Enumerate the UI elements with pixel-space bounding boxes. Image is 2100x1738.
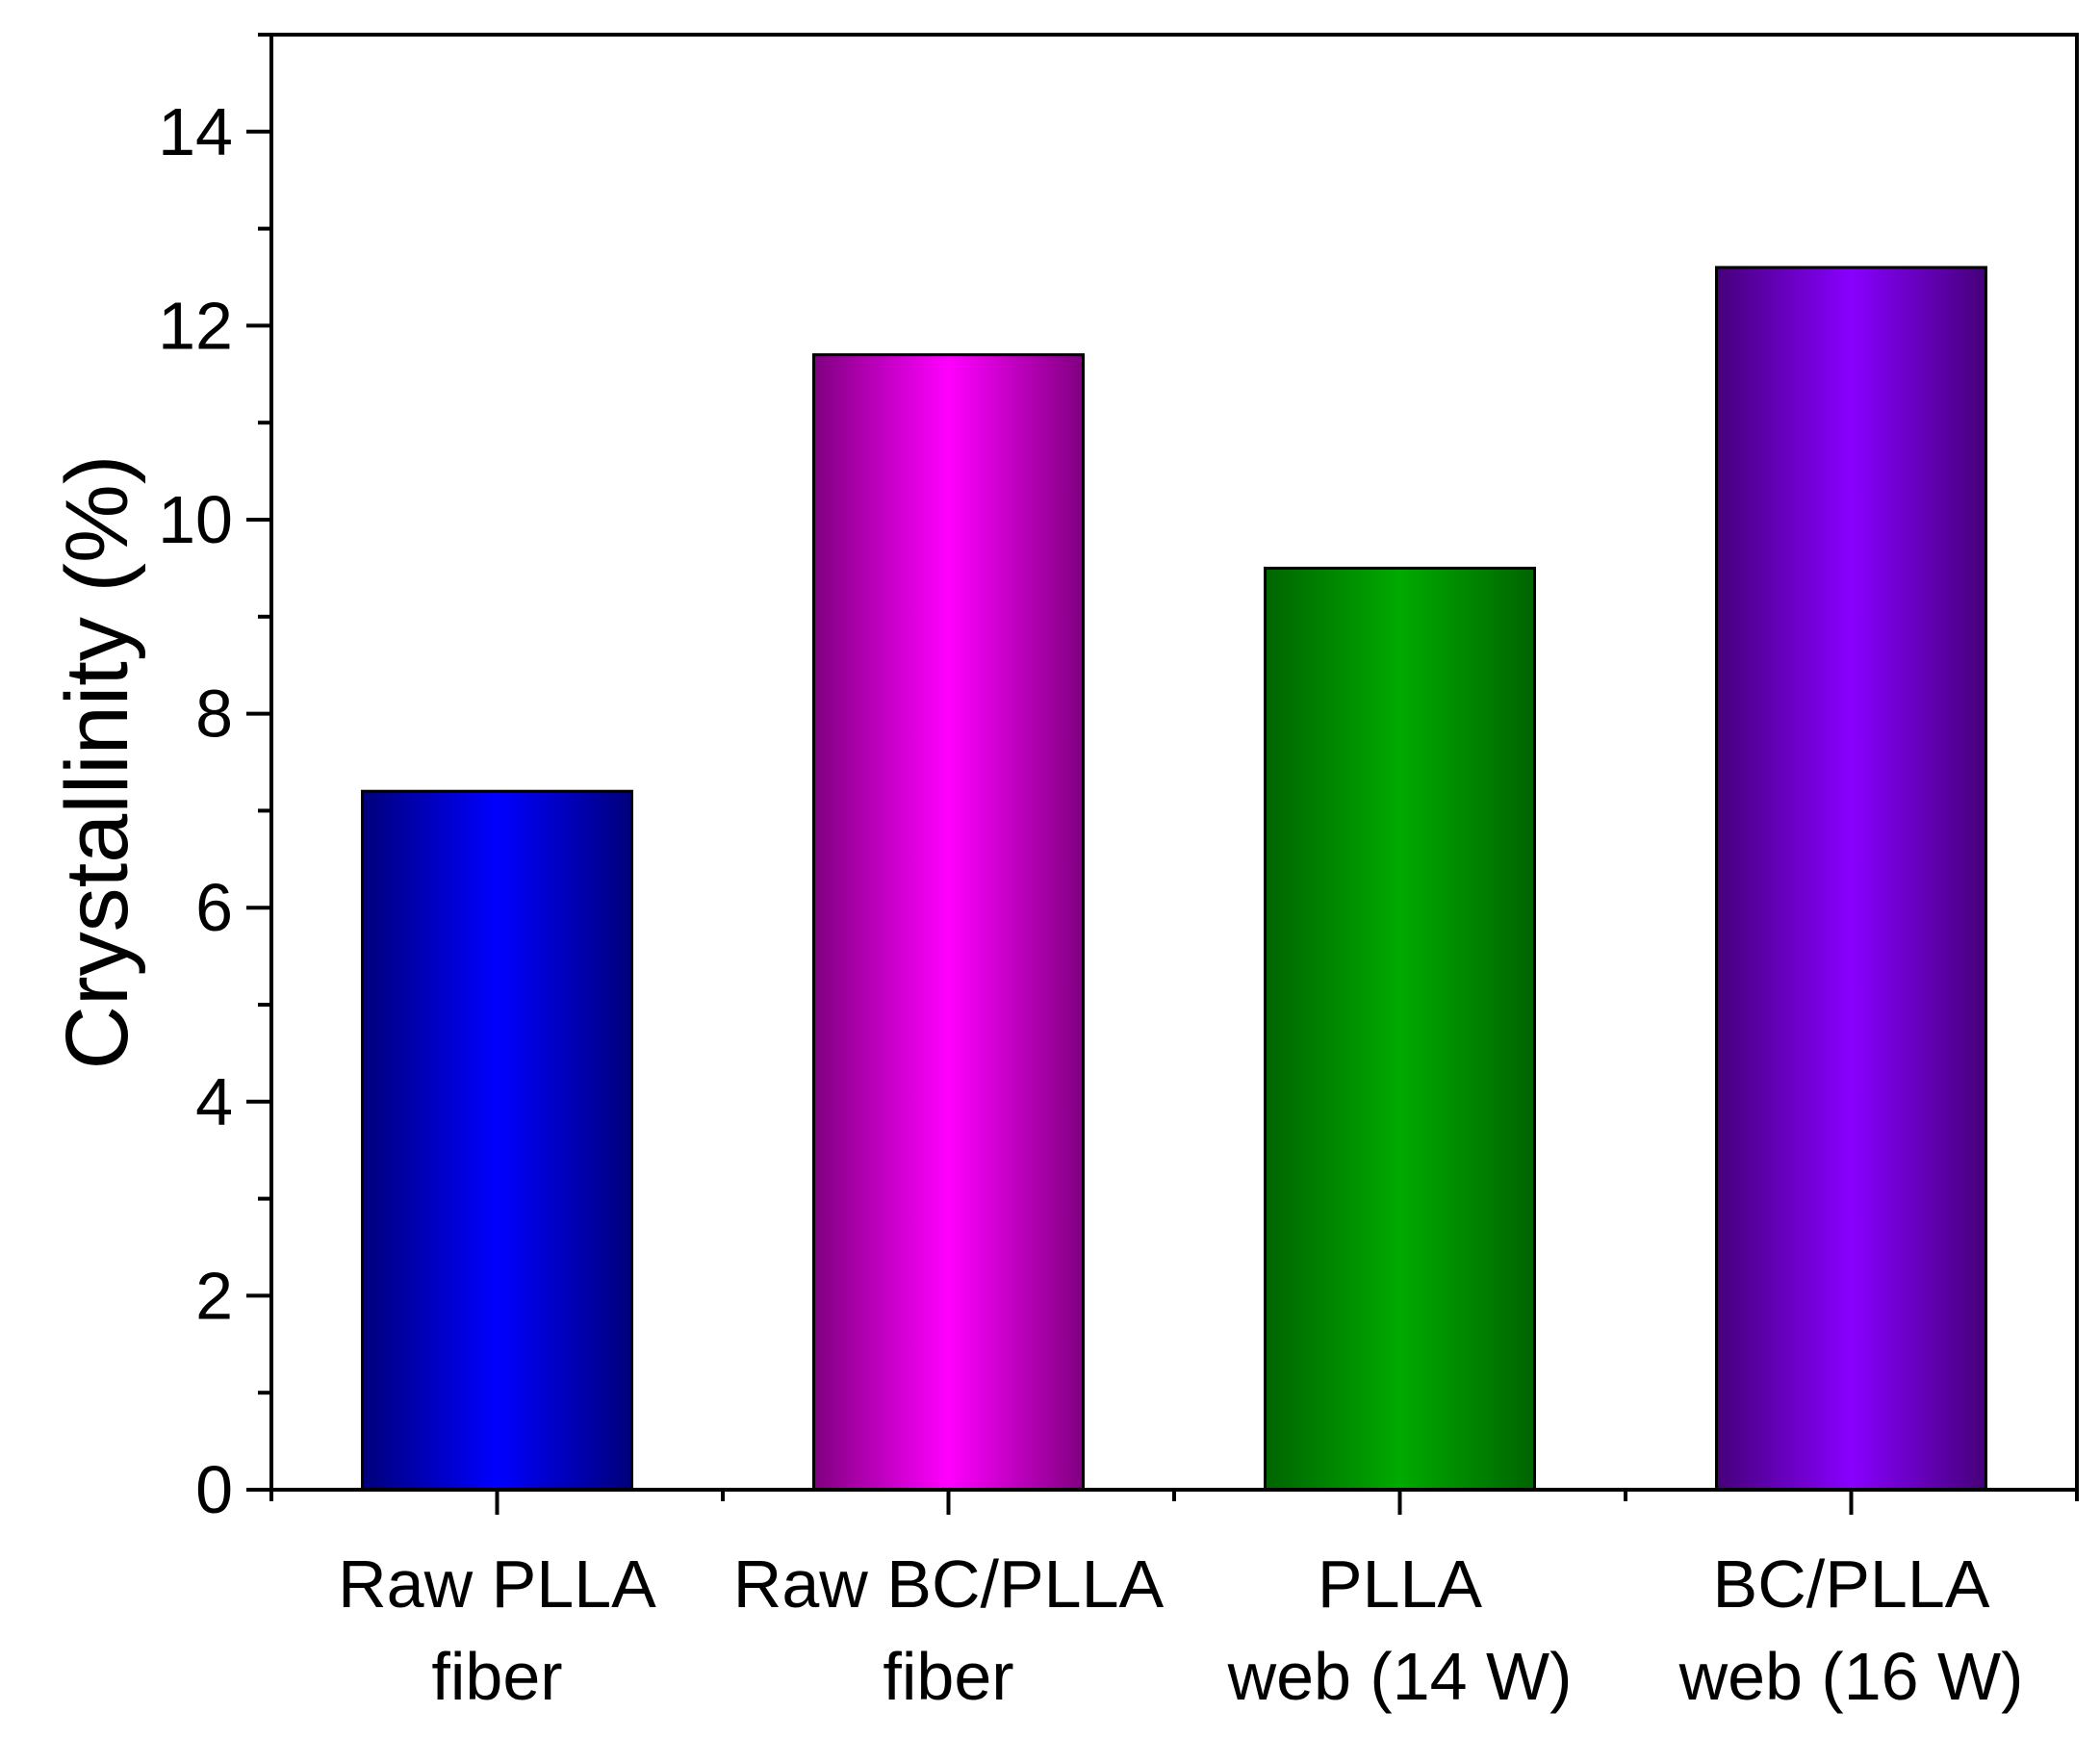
y-tick-label: 14 [158,94,233,169]
x-tick-label-line: fiber [883,1639,1013,1714]
bars [361,266,1987,1492]
y-tick-label: 0 [195,1452,233,1527]
bar-3 [1264,566,1536,1492]
y-tick-label: 2 [195,1258,233,1333]
x-tick-label-4: BC/PLLA web (16 W) [1678,1546,2024,1714]
x-tick-label-line: web (16 W) [1678,1639,2024,1714]
x-tick-label-2: Raw BC/PLLA fiber [733,1546,1165,1714]
x-tick-label-line: fiber [431,1639,562,1714]
y-tick-label: 12 [158,288,233,363]
x-axis: Raw PLLA fiber Raw BC/PLLA fiber PLLA web (14… [269,1490,2079,1714]
y-tick-label: 4 [195,1064,233,1139]
x-tick-label-line: web (14 W) [1227,1639,1573,1714]
y-tick-label: 10 [158,482,233,557]
bar-2 [812,353,1085,1492]
x-tick-label-line: Raw BC/PLLA [733,1546,1165,1622]
y-axis-title: Crystallinity (%) [48,455,146,1070]
y-tick-label: 8 [195,677,233,752]
y-axis: 0 2 4 6 8 10 12 14 [158,33,271,1527]
bar-4 [1715,266,1987,1492]
x-tick-label-1: Raw PLLA fiber [338,1546,656,1714]
x-tick-label-line: PLLA [1318,1546,1483,1622]
bar-1 [361,789,633,1492]
x-tick-label-line: Raw PLLA [338,1546,656,1622]
x-tick-label-3: PLLA web (14 W) [1227,1546,1573,1714]
y-tick-label: 6 [195,870,233,945]
x-tick-label-line: BC/PLLA [1713,1546,1990,1622]
